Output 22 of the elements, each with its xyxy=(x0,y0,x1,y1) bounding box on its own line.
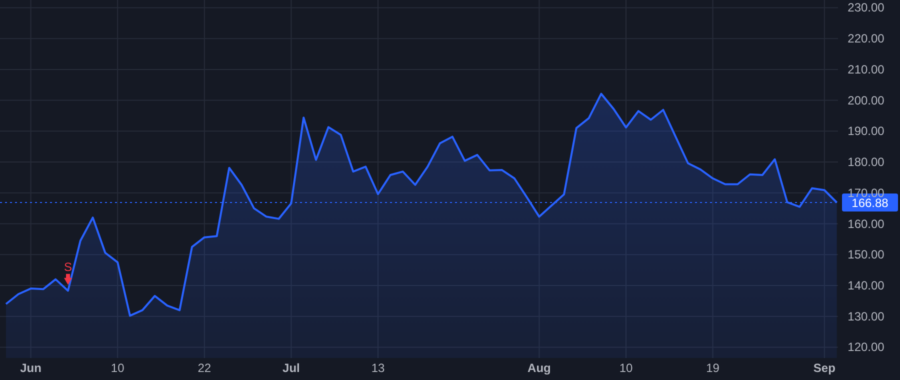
x-tick-label: 13 xyxy=(371,361,385,375)
y-tick-label: 120.00 xyxy=(848,340,885,354)
y-tick-label: 200.00 xyxy=(848,93,885,108)
y-tick-label: 190.00 xyxy=(848,124,885,138)
x-tick-label: 19 xyxy=(706,361,720,375)
y-tick-label: 150.00 xyxy=(848,248,885,262)
y-tick-label: 160.00 xyxy=(848,216,885,231)
x-tick-label: 10 xyxy=(110,361,125,375)
y-tick-label: 130.00 xyxy=(848,309,885,324)
x-tick-label: 10 xyxy=(619,361,633,375)
x-tick-label: Jul xyxy=(282,361,300,375)
x-tick-label: Aug xyxy=(528,361,551,375)
x-tick-label: Jun xyxy=(20,361,42,375)
x-tick-label: 22 xyxy=(198,361,212,375)
y-tick-label: 180.00 xyxy=(848,155,885,170)
y-tick-label: 230.00 xyxy=(848,0,885,15)
x-tick-label: Sep xyxy=(813,361,836,375)
ref-line-label: 166.88 xyxy=(852,196,889,210)
y-tick-label: 210.00 xyxy=(848,62,885,76)
y-tick-label: 140.00 xyxy=(848,278,885,292)
series-label: S xyxy=(64,260,72,274)
y-tick-label: 220.00 xyxy=(848,32,885,46)
